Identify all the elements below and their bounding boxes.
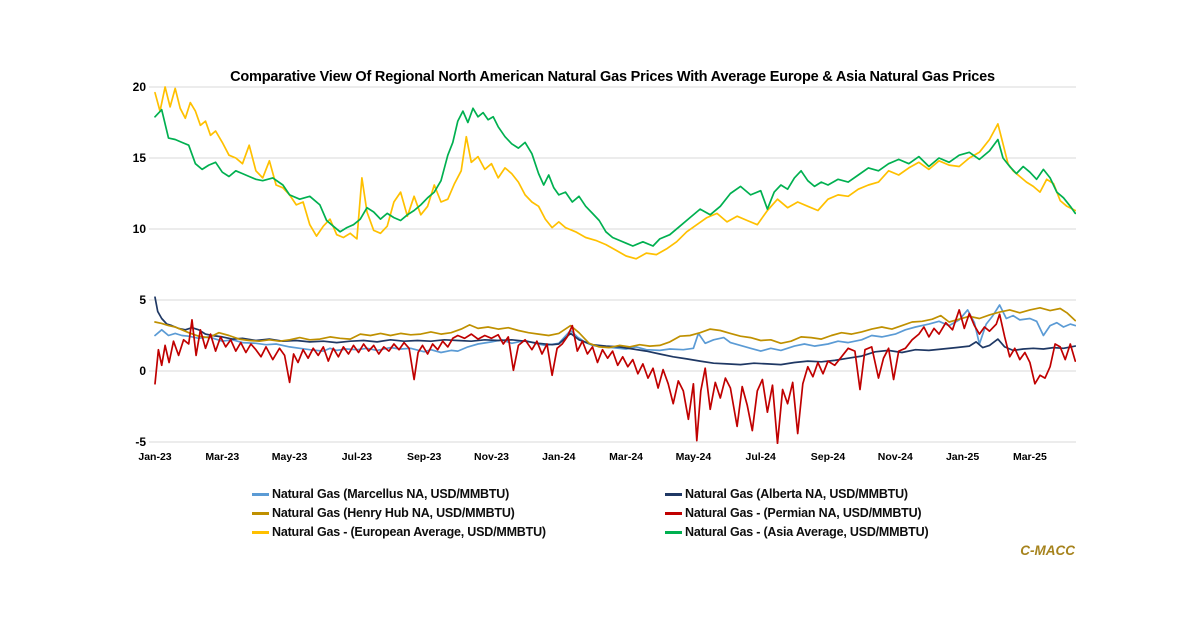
y-tick-label: 15	[133, 151, 147, 165]
series-line-2	[154, 306, 1076, 349]
brand-logo: C-MACC	[1020, 543, 1075, 558]
x-tick-label: May-24	[676, 451, 712, 463]
series-line-0	[154, 304, 1076, 354]
legend-swatch-0	[252, 492, 269, 496]
legend-label-3: Natural Gas - (Permian NA, USD/MMBTU)	[685, 506, 922, 520]
x-tick-label: Sep-23	[407, 451, 442, 463]
chart-title: Comparative View Of Regional North Ameri…	[230, 69, 995, 85]
x-tick-label: Jan-25	[946, 451, 979, 463]
legend-item-3: Natural Gas - (Permian NA, USD/MMBTU)	[665, 506, 972, 520]
legend-label-4: Natural Gas - (European Average, USD/MMB…	[272, 525, 546, 539]
legend-item-1: Natural Gas (Alberta NA, USD/MMBTU)	[665, 487, 972, 501]
x-tick-label: Mar-25	[1013, 451, 1047, 463]
legend-swatch-2	[252, 511, 269, 515]
plot-area	[154, 86, 1076, 444]
x-tick-label: Nov-24	[878, 451, 913, 463]
legend-swatch-5	[665, 530, 682, 534]
legend-label-0: Natural Gas (Marcellus NA, USD/MMBTU)	[272, 487, 510, 501]
legend-label-5: Natural Gas - (Asia Average, USD/MMBTU)	[685, 525, 929, 539]
legend-label-2: Natural Gas (Henry Hub NA, USD/MMBTU)	[272, 506, 515, 520]
legend-item-5: Natural Gas - (Asia Average, USD/MMBTU)	[665, 525, 972, 539]
series-line-4	[154, 86, 1076, 260]
x-tick-label: Jan-23	[138, 451, 171, 463]
legend-item-0: Natural Gas (Marcellus NA, USD/MMBTU)	[252, 487, 665, 501]
series-line-3	[154, 309, 1076, 444]
series-line-5	[154, 107, 1076, 247]
legend-swatch-1	[665, 492, 682, 496]
y-tick-label: 20	[133, 80, 147, 94]
legend-item-4: Natural Gas - (European Average, USD/MMB…	[252, 525, 665, 539]
x-tick-label: Mar-23	[205, 451, 239, 463]
x-tick-label: May-23	[272, 451, 308, 463]
legend-label-1: Natural Gas (Alberta NA, USD/MMBTU)	[685, 487, 908, 501]
x-tick-label: Jul-23	[342, 451, 373, 463]
legend-swatch-3	[665, 511, 682, 515]
x-tick-label: Jul-24	[746, 451, 777, 463]
y-tick-label: -5	[135, 435, 146, 449]
x-tick-label: Mar-24	[609, 451, 643, 463]
y-tick-label: 10	[133, 222, 147, 236]
x-tick-label: Nov-23	[474, 451, 509, 463]
chart-legend: Natural Gas (Marcellus NA, USD/MMBTU) Nat…	[252, 487, 972, 539]
x-tick-label: Jan-24	[542, 451, 575, 463]
y-tick-label: 5	[139, 293, 146, 307]
legend-item-2: Natural Gas (Henry Hub NA, USD/MMBTU)	[252, 506, 665, 520]
y-tick-label: 0	[139, 364, 146, 378]
x-tick-label: Sep-24	[811, 451, 846, 463]
legend-swatch-4	[252, 530, 269, 534]
